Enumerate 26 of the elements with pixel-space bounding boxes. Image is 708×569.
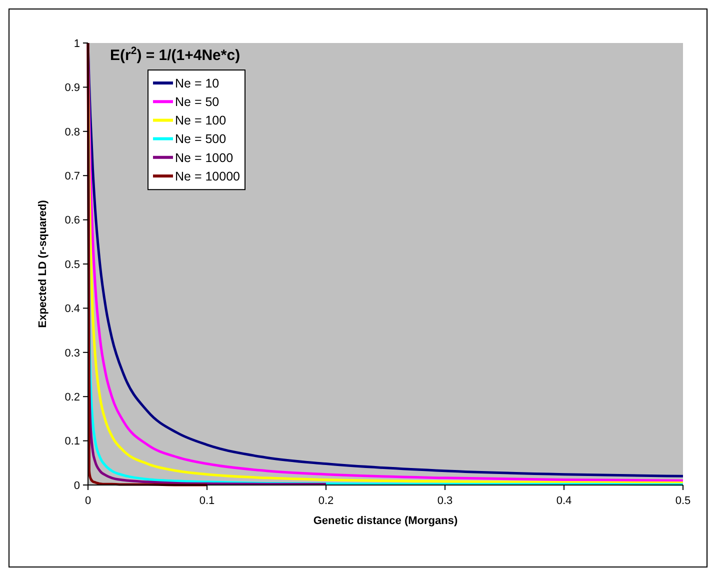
chart-title: E(r$^{2}$) = 1/(1+4Ne*c) — [110, 45, 240, 64]
y-tick-label: 0.1 — [64, 436, 80, 448]
y-tick-label: 0.5 — [64, 258, 80, 271]
x-axis-title: Genetic distance (Morgans) — [313, 515, 458, 527]
y-tick-label: 0 — [74, 480, 80, 492]
x-tick-label: 0.4 — [556, 495, 572, 507]
y-tick-label: 0.9 — [64, 82, 80, 94]
legend-label: Ne = 50 — [175, 94, 220, 109]
x-tick-label: 0.3 — [437, 495, 453, 507]
legend-label: Ne = 500 — [175, 132, 226, 146]
y-tick-label: 0.6 — [64, 214, 80, 227]
x-tick-label: 0 — [84, 495, 92, 507]
legend-label: Ne = 100 — [175, 114, 226, 128]
y-tick-label: 0.7 — [64, 170, 80, 182]
y-tick-label: 0.2 — [64, 391, 80, 404]
y-tick-label: 0.3 — [64, 347, 80, 360]
legend-label: Ne = 1000 — [175, 150, 234, 165]
y-tick-label: 0.8 — [64, 126, 80, 138]
x-tick-label: 0.1 — [199, 495, 215, 507]
y-axis-title: Expected LD (r-squared) — [37, 200, 49, 328]
legend-label: Ne = 10 — [175, 76, 220, 90]
y-tick-label: 1 — [74, 38, 80, 50]
x-tick-label: 0.2 — [318, 495, 334, 507]
x-tick-label: 0.5 — [675, 495, 691, 507]
legend-label: Ne = 10000 — [175, 169, 240, 184]
y-tick-label: 0.4 — [64, 303, 80, 316]
